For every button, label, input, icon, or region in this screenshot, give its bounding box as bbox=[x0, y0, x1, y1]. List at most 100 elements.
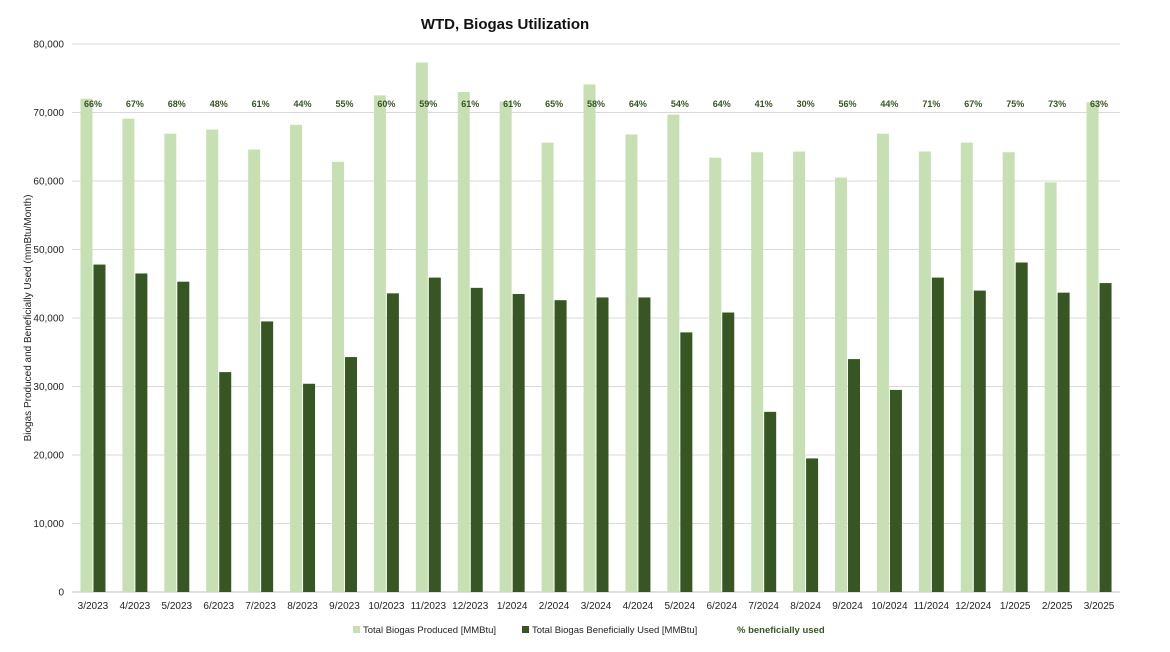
percent-label: 60% bbox=[377, 99, 395, 109]
x-tick-label: 10/2024 bbox=[871, 601, 908, 612]
percent-label: 44% bbox=[294, 99, 312, 109]
percent-label: 67% bbox=[126, 99, 144, 109]
bar-produced bbox=[918, 151, 931, 593]
bar-produced bbox=[290, 124, 303, 592]
y-tick-label: 40,000 bbox=[33, 314, 64, 325]
percent-label: 75% bbox=[1006, 99, 1024, 109]
bar-beneficially-used bbox=[848, 359, 861, 592]
chart-title: WTD, Biogas Utilization bbox=[421, 16, 589, 33]
y-tick-label: 60,000 bbox=[33, 177, 64, 188]
y-tick-label: 70,000 bbox=[33, 108, 64, 119]
x-tick-label: 5/2023 bbox=[162, 601, 193, 612]
percent-label: 59% bbox=[419, 99, 437, 109]
percent-label: 61% bbox=[503, 99, 521, 109]
bar-beneficially-used bbox=[806, 458, 819, 592]
percent-label: 54% bbox=[671, 99, 689, 109]
bar-beneficially-used bbox=[219, 372, 232, 592]
x-tick-label: 12/2024 bbox=[955, 601, 992, 612]
legend-swatch-used bbox=[522, 626, 529, 633]
bar-beneficially-used bbox=[680, 332, 693, 592]
x-tick-label: 9/2023 bbox=[329, 601, 360, 612]
bar-beneficially-used bbox=[638, 297, 651, 592]
x-tick-label: 4/2024 bbox=[623, 601, 654, 612]
bar-beneficially-used bbox=[386, 293, 399, 592]
x-tick-label: 8/2023 bbox=[287, 601, 318, 612]
x-tick-label: 12/2023 bbox=[452, 601, 489, 612]
bar-produced bbox=[835, 177, 848, 592]
percent-label: 61% bbox=[252, 99, 270, 109]
bar-produced bbox=[709, 157, 722, 592]
bar-produced bbox=[1086, 102, 1099, 592]
bar-beneficially-used bbox=[470, 287, 483, 592]
gridlines bbox=[72, 43, 1120, 593]
bar-beneficially-used bbox=[344, 357, 357, 592]
x-tick-label: 10/2023 bbox=[368, 601, 405, 612]
bar-produced bbox=[122, 118, 135, 592]
bar-produced bbox=[80, 98, 93, 593]
y-tick-label: 30,000 bbox=[33, 382, 64, 393]
y-tick-label: 80,000 bbox=[33, 40, 64, 51]
percent-label: 71% bbox=[922, 99, 940, 109]
bar-produced bbox=[331, 161, 344, 592]
bar-produced bbox=[876, 133, 889, 593]
percent-label: 30% bbox=[797, 99, 815, 109]
bar-produced bbox=[373, 95, 386, 592]
x-tick-label: 3/2023 bbox=[78, 601, 109, 612]
percent-label: 66% bbox=[84, 99, 102, 109]
bar-beneficially-used bbox=[428, 277, 441, 592]
legend: Total Biogas Produced [MMBtu] Total Biog… bbox=[353, 625, 825, 636]
bar-produced bbox=[625, 134, 638, 593]
x-tick-label: 5/2024 bbox=[665, 601, 696, 612]
bars bbox=[80, 62, 1112, 593]
percent-label: 68% bbox=[168, 99, 186, 109]
x-tick-label: 11/2024 bbox=[914, 601, 950, 612]
x-tick-label: 8/2024 bbox=[790, 601, 821, 612]
axis-ticks: 0 10,000 20,000 30,000 40,000 50,000 60,000 70,… bbox=[33, 40, 1114, 613]
bar-beneficially-used bbox=[764, 411, 777, 592]
bar-beneficially-used bbox=[554, 300, 567, 592]
percent-label: 64% bbox=[629, 99, 647, 109]
bar-produced bbox=[248, 149, 261, 593]
x-tick-label: 7/2023 bbox=[245, 601, 276, 612]
bar-beneficially-used bbox=[1099, 283, 1112, 592]
bar-produced bbox=[667, 114, 680, 593]
bar-beneficially-used bbox=[261, 321, 274, 592]
bar-produced bbox=[415, 62, 428, 593]
bar-beneficially-used bbox=[93, 264, 106, 592]
legend-swatch-produced bbox=[353, 626, 360, 633]
x-tick-label: 2/2024 bbox=[539, 601, 570, 612]
bar-produced bbox=[206, 129, 219, 592]
legend-label-produced: Total Biogas Produced [MMBtu] bbox=[363, 625, 496, 636]
x-tick-label: 11/2023 bbox=[411, 601, 447, 612]
bar-produced bbox=[960, 142, 973, 592]
bar-produced bbox=[541, 142, 554, 592]
bar-beneficially-used bbox=[596, 297, 609, 592]
bar-beneficially-used bbox=[973, 290, 986, 592]
percent-label: 65% bbox=[545, 99, 563, 109]
percent-label: 55% bbox=[335, 99, 353, 109]
percent-labels: 66% 67% 68% 48% 61% 44% 55% 60% 59% 61% 61% 65% 58% 6… bbox=[84, 99, 1108, 109]
bar-produced bbox=[164, 133, 177, 593]
percent-label: 41% bbox=[755, 99, 773, 109]
bar-produced bbox=[499, 101, 512, 592]
percent-label: 64% bbox=[713, 99, 731, 109]
bar-beneficially-used bbox=[135, 273, 148, 592]
percent-label: 63% bbox=[1090, 99, 1108, 109]
percent-label: 73% bbox=[1048, 99, 1066, 109]
bar-produced bbox=[1002, 152, 1015, 593]
bar-produced bbox=[583, 84, 596, 592]
x-tick-label: 1/2024 bbox=[497, 601, 528, 612]
x-tick-label: 6/2024 bbox=[706, 601, 737, 612]
bar-beneficially-used bbox=[1057, 292, 1070, 592]
x-tick-label: 2/2025 bbox=[1042, 601, 1073, 612]
y-tick-label: 20,000 bbox=[33, 451, 64, 462]
bar-beneficially-used bbox=[722, 312, 735, 592]
legend-label-percent: % beneficially used bbox=[737, 625, 825, 636]
y-tick-label: 10,000 bbox=[33, 519, 64, 530]
bar-produced bbox=[457, 91, 470, 592]
bar-produced bbox=[793, 151, 806, 593]
bar-beneficially-used bbox=[889, 389, 902, 592]
x-tick-label: 6/2023 bbox=[203, 601, 234, 612]
percent-label: 67% bbox=[964, 99, 982, 109]
x-tick-label: 4/2023 bbox=[120, 601, 151, 612]
